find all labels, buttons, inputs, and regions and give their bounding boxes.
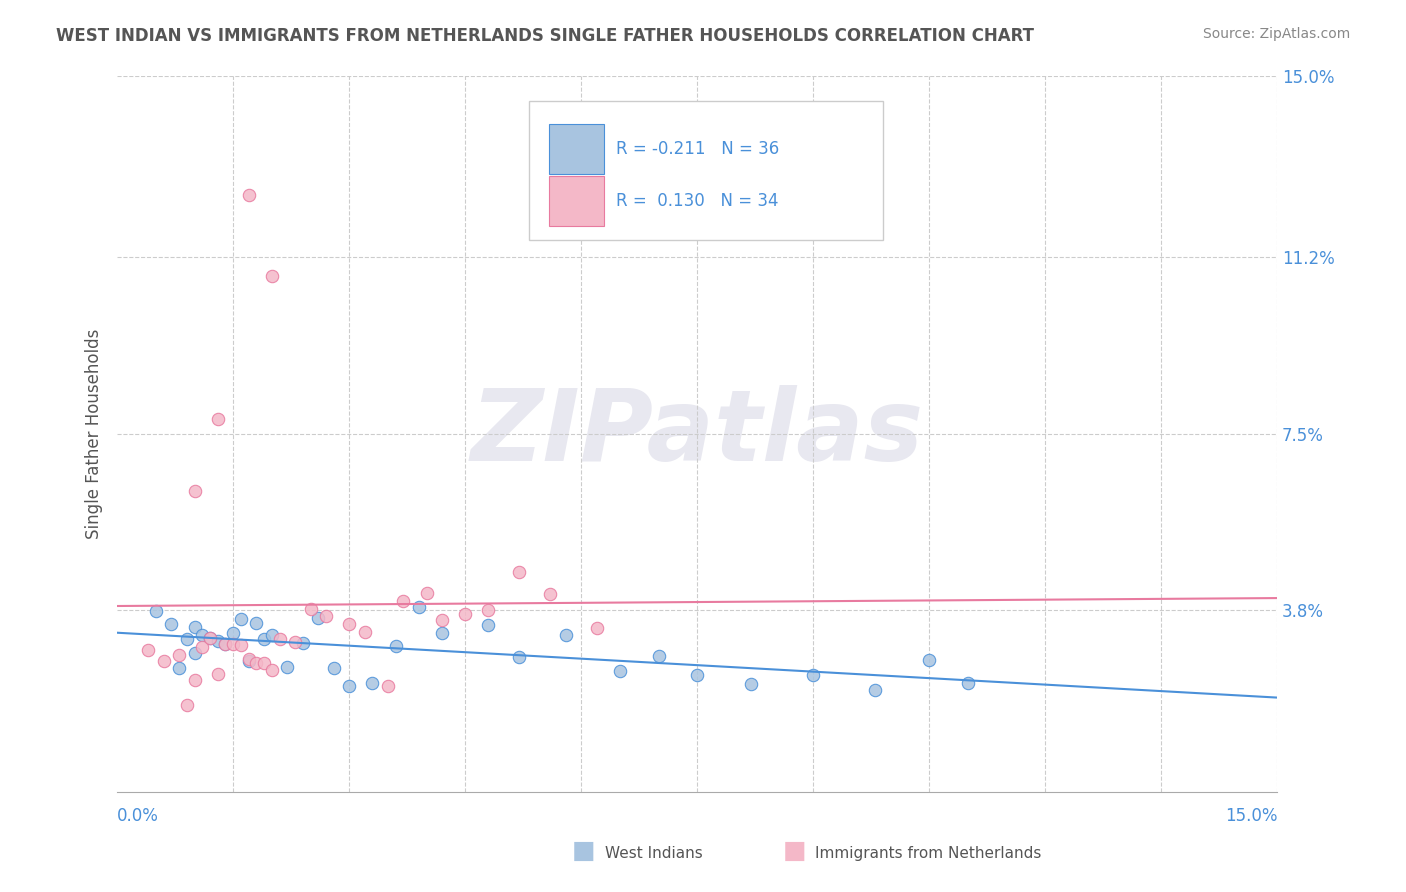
Point bbox=[392, 594, 415, 608]
Text: 0.0%: 0.0% bbox=[117, 806, 159, 825]
Point bbox=[152, 654, 174, 668]
Point bbox=[686, 668, 709, 682]
Point bbox=[647, 649, 669, 664]
Point bbox=[269, 632, 291, 647]
Point bbox=[198, 632, 221, 646]
Point bbox=[245, 616, 267, 631]
Point bbox=[260, 628, 283, 642]
Point bbox=[245, 657, 267, 671]
Point bbox=[299, 601, 322, 615]
Point bbox=[160, 617, 183, 632]
Point bbox=[863, 683, 886, 698]
Point bbox=[956, 676, 979, 690]
Point bbox=[238, 652, 260, 666]
Point bbox=[183, 646, 205, 660]
Point bbox=[337, 617, 360, 632]
Point bbox=[408, 600, 430, 615]
Point bbox=[214, 637, 236, 651]
Point bbox=[183, 673, 205, 687]
Text: Immigrants from Netherlands: Immigrants from Netherlands bbox=[815, 847, 1042, 861]
Point bbox=[238, 654, 260, 668]
Text: 15.0%: 15.0% bbox=[1225, 806, 1277, 825]
Point bbox=[276, 659, 298, 673]
Text: West Indians: West Indians bbox=[605, 847, 703, 861]
Point bbox=[454, 607, 477, 621]
Point bbox=[315, 608, 337, 623]
Point bbox=[260, 663, 283, 677]
Text: ■: ■ bbox=[783, 839, 806, 863]
Text: R =  0.130   N = 34: R = 0.130 N = 34 bbox=[616, 192, 779, 210]
Point bbox=[222, 638, 245, 652]
Point bbox=[253, 656, 276, 670]
Point bbox=[167, 648, 190, 662]
Point bbox=[253, 632, 276, 646]
Point bbox=[430, 626, 453, 640]
Point bbox=[353, 625, 375, 640]
FancyBboxPatch shape bbox=[548, 123, 605, 174]
Point bbox=[207, 666, 229, 681]
Point bbox=[291, 636, 314, 650]
Point bbox=[176, 632, 198, 646]
Text: ZIPatlas: ZIPatlas bbox=[471, 385, 924, 483]
Point bbox=[508, 566, 530, 580]
Point bbox=[214, 637, 236, 651]
Point bbox=[222, 626, 245, 640]
Point bbox=[554, 628, 576, 642]
Text: R = -0.211   N = 36: R = -0.211 N = 36 bbox=[616, 140, 779, 158]
Point bbox=[430, 613, 453, 627]
Point bbox=[207, 412, 229, 426]
Point bbox=[145, 604, 167, 618]
Point bbox=[167, 661, 190, 675]
Point bbox=[322, 661, 344, 675]
Point bbox=[207, 633, 229, 648]
Point bbox=[229, 638, 252, 652]
Point bbox=[585, 621, 607, 635]
Point bbox=[337, 680, 360, 694]
Point bbox=[377, 679, 399, 693]
Point bbox=[284, 635, 307, 649]
Y-axis label: Single Father Households: Single Father Households bbox=[86, 328, 103, 539]
Point bbox=[238, 188, 260, 202]
Point bbox=[801, 668, 824, 682]
Point bbox=[508, 650, 530, 665]
Point bbox=[609, 664, 631, 678]
Point bbox=[538, 587, 561, 601]
Point bbox=[198, 631, 221, 645]
Point bbox=[176, 698, 198, 713]
Point bbox=[477, 618, 499, 632]
Point bbox=[136, 643, 159, 657]
Point bbox=[918, 652, 941, 666]
Point bbox=[477, 602, 499, 616]
FancyBboxPatch shape bbox=[529, 101, 883, 240]
Point bbox=[183, 620, 205, 634]
Point bbox=[229, 612, 252, 626]
Point bbox=[740, 677, 762, 691]
Point bbox=[191, 627, 214, 641]
Text: WEST INDIAN VS IMMIGRANTS FROM NETHERLANDS SINGLE FATHER HOUSEHOLDS CORRELATION : WEST INDIAN VS IMMIGRANTS FROM NETHERLAN… bbox=[56, 27, 1035, 45]
Point bbox=[307, 611, 329, 625]
Point bbox=[384, 640, 406, 654]
Point bbox=[260, 269, 283, 284]
Point bbox=[415, 586, 437, 600]
Point bbox=[191, 640, 214, 654]
Point bbox=[361, 676, 384, 690]
Text: ■: ■ bbox=[572, 839, 595, 863]
Point bbox=[183, 484, 205, 499]
Text: Source: ZipAtlas.com: Source: ZipAtlas.com bbox=[1202, 27, 1350, 41]
FancyBboxPatch shape bbox=[548, 176, 605, 226]
